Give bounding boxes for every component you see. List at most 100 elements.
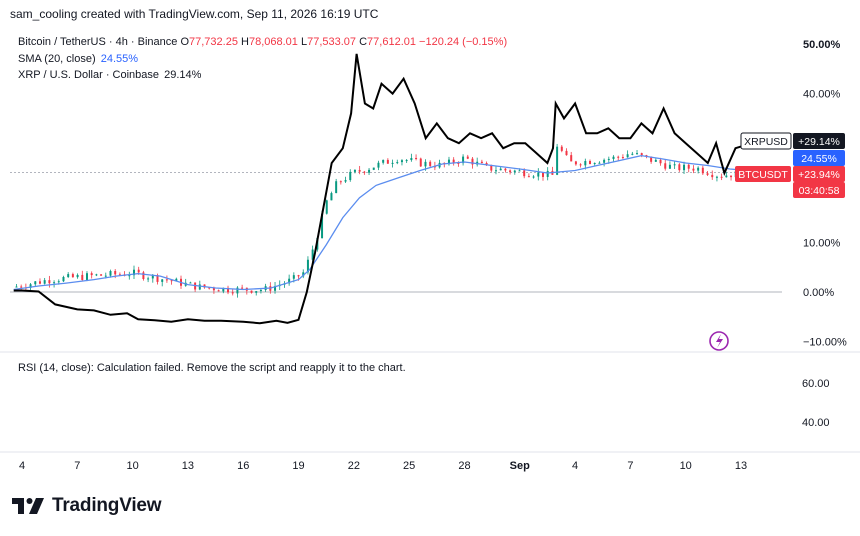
- tradingview-logo-text: TradingView: [52, 495, 162, 516]
- btc-candle: [556, 143, 559, 176]
- btc-candle: [410, 153, 413, 162]
- btc-candle: [325, 199, 328, 215]
- btc-candle: [358, 165, 361, 175]
- btc-candle: [396, 159, 399, 165]
- chart-credit: sam_cooling created with TradingView.com…: [10, 7, 379, 21]
- y-tick-label: −10.00%: [803, 337, 847, 349]
- btc-candle: [391, 159, 394, 168]
- x-tick-label: 4: [572, 460, 578, 472]
- x-tick-label: 19: [292, 460, 304, 472]
- legend-main: Bitcoin / TetherUS · 4h · Binance O77,73…: [18, 36, 507, 48]
- svg-text:+29.14%: +29.14%: [798, 136, 840, 148]
- svg-text:XRPUSD: XRPUSD: [744, 136, 788, 148]
- btc-candle: [368, 168, 371, 175]
- btc-candle: [335, 178, 338, 194]
- svg-text:BTCUSDT: BTCUSDT: [738, 169, 788, 181]
- btc-candle: [363, 170, 366, 175]
- btc-candle: [330, 191, 333, 201]
- tradingview-logo[interactable]: TradingView: [12, 495, 162, 517]
- btc-candle: [165, 275, 168, 283]
- btc-candle: [109, 269, 112, 278]
- btc-candle: [513, 169, 516, 175]
- btc-candle: [194, 282, 197, 292]
- btc-candle: [574, 160, 577, 166]
- btc-candle: [683, 161, 686, 175]
- sma-line: [13, 154, 744, 291]
- btc-timer-badge: 03:40:58: [793, 182, 845, 198]
- x-tick-label: 13: [735, 460, 747, 472]
- legend-xrp[interactable]: XRP / U.S. Dollar · Coinbase 29.14%: [18, 69, 201, 81]
- legend-close: C77,612.01: [359, 36, 416, 48]
- btc-candle: [551, 166, 554, 175]
- btc-candle: [589, 159, 592, 165]
- legend-xrp-value: 29.14%: [164, 69, 202, 81]
- btc-candle: [527, 173, 530, 178]
- btc-candle: [344, 176, 347, 183]
- btc-candle: [579, 163, 582, 168]
- btc-candle: [349, 169, 352, 182]
- btc-candle: [241, 284, 244, 289]
- btc-candle: [302, 269, 305, 279]
- flash-icon[interactable]: [709, 331, 729, 351]
- btc-candle: [725, 171, 728, 178]
- btc-value-badge: +23.94%: [793, 166, 845, 182]
- btc-candle: [706, 170, 709, 176]
- btc-candle: [692, 165, 695, 174]
- legend-change: −120.24 (−0.15%): [419, 36, 508, 48]
- btc-candle: [353, 169, 356, 174]
- btc-candle: [443, 162, 446, 168]
- rsi-tick-label: 40.00: [802, 417, 830, 429]
- btc-candle: [509, 169, 512, 175]
- legend-sma-value: 24.55%: [100, 53, 139, 65]
- btc-candle: [400, 159, 403, 166]
- btc-candle: [654, 158, 657, 162]
- btc-candle: [631, 151, 634, 156]
- btc-candle: [405, 159, 408, 163]
- btc-candle: [377, 160, 380, 171]
- btc-candle: [128, 271, 131, 280]
- svg-text:24.55%: 24.55%: [801, 153, 837, 165]
- legend-sma[interactable]: SMA (20, close) 24.55%: [18, 53, 138, 65]
- rsi-status: RSI (14, close): Calculation failed. Rem…: [18, 362, 406, 374]
- btc-candle: [678, 162, 681, 172]
- btc-candle: [476, 157, 479, 167]
- btc-candle: [250, 290, 253, 294]
- btc-candle: [480, 159, 483, 164]
- x-tick-label: 16: [237, 460, 249, 472]
- btc-candle: [339, 180, 342, 185]
- btc-candle: [603, 158, 606, 167]
- x-tick-label: 25: [403, 460, 415, 472]
- y-tick-label: 50.00%: [803, 39, 841, 51]
- btc-candle: [617, 155, 620, 161]
- btc-candle: [142, 270, 145, 281]
- btc-candle: [697, 166, 700, 174]
- btc-candle: [231, 288, 234, 296]
- x-tick-label: 13: [182, 460, 194, 472]
- x-tick-label: 28: [458, 460, 470, 472]
- btc-candle: [462, 154, 465, 166]
- btc-candle: [494, 165, 497, 175]
- btc-candle: [715, 175, 718, 182]
- btc-candle: [100, 273, 103, 276]
- btc-candle: [419, 157, 422, 167]
- btc-candle: [95, 273, 98, 277]
- btc-candle: [466, 154, 469, 160]
- y-tick-label: 40.00%: [803, 89, 841, 101]
- btc-candles: [15, 143, 742, 298]
- btc-candle: [565, 148, 568, 156]
- btc-candle: [593, 162, 596, 166]
- btc-candle: [546, 167, 549, 181]
- btc-candle: [170, 279, 173, 285]
- legend-open: O77,732.25: [180, 36, 238, 48]
- btc-candle: [701, 165, 704, 175]
- btc-candle: [85, 271, 88, 282]
- btc-candle: [147, 276, 150, 283]
- btc-candle: [673, 160, 676, 169]
- btc-candle: [245, 287, 248, 295]
- btc-candle: [447, 156, 450, 166]
- btc-candle: [504, 167, 507, 173]
- btc-candle: [81, 270, 84, 282]
- legend-symbol[interactable]: Bitcoin / TetherUS · 4h · Binance: [18, 36, 178, 48]
- xrp-value-badge: +29.14%: [793, 133, 845, 149]
